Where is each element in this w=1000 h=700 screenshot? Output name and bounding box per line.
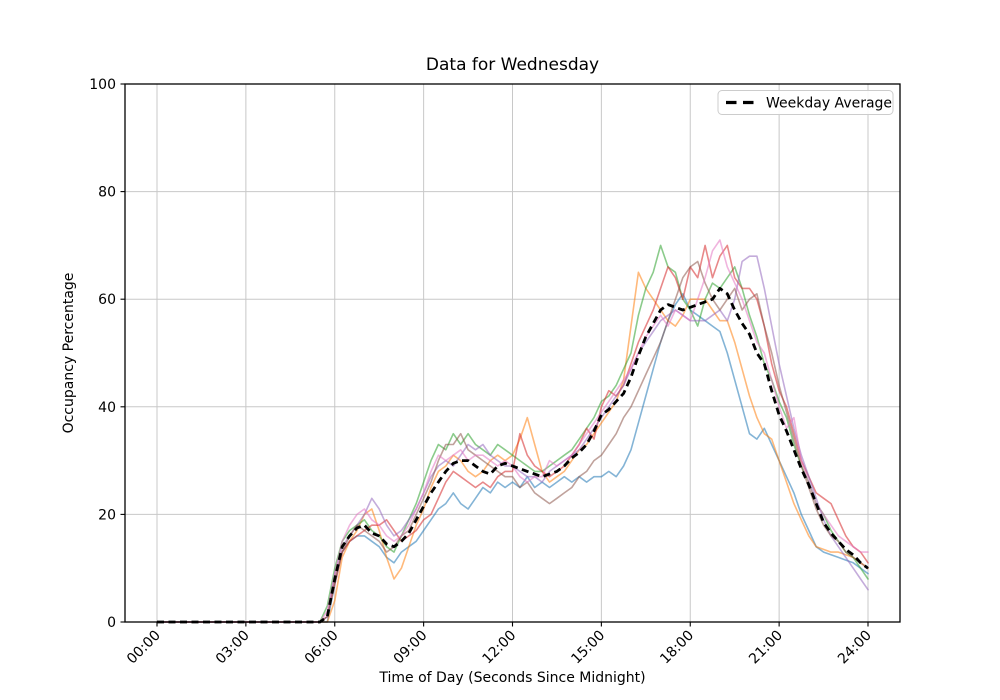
x-tick-label: 09:00	[391, 628, 431, 668]
y-tick-label: 100	[89, 77, 116, 93]
legend-box	[717, 90, 894, 115]
x-tick-label: 18:00	[657, 628, 697, 668]
x-tick-label: 21:00	[746, 628, 786, 668]
chart-title: Data for Wednesday	[426, 55, 599, 75]
x-tick-label: 15:00	[568, 628, 608, 668]
gridlines	[125, 83, 900, 623]
legend: Weekday Average	[717, 90, 894, 115]
axis-tick-marks	[120, 83, 869, 627]
x-tick-label: 06:00	[302, 628, 342, 668]
y-tick-label: 20	[98, 507, 116, 523]
y-tick-label: 0	[107, 615, 116, 631]
y-axis-label: Occupancy Percentage	[61, 273, 77, 434]
x-tick-label: 24:00	[835, 628, 875, 668]
legend-label: Weekday Average	[766, 96, 892, 112]
x-tick-label: 12:00	[479, 628, 519, 668]
x-tick-label: 00:00	[124, 628, 164, 668]
x-axis-label: Time of Day (Seconds Since Midnight)	[378, 670, 645, 686]
y-tick-labels: 0 20 40 60 80 100	[89, 77, 116, 631]
x-tick-label: 03:00	[213, 628, 253, 668]
y-tick-label: 60	[98, 292, 116, 308]
y-tick-label: 40	[98, 400, 116, 416]
y-tick-label: 80	[98, 185, 116, 201]
x-tick-labels: 00:00 03:00 06:00 09:00 12:00 15:00 18:00 21:00…	[124, 628, 875, 668]
